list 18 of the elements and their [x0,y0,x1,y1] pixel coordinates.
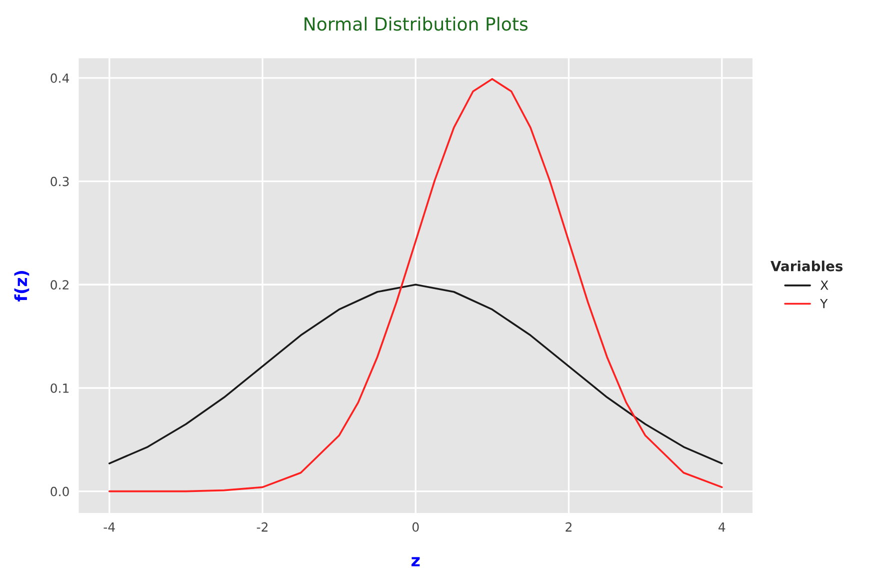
y-tick-label: 0.2 [50,280,68,290]
x-axis-title: z [412,557,420,566]
legend-label: Y [820,299,828,308]
legend-label: X [820,280,828,290]
x-tick-label: 2 [566,522,572,532]
y-tick-label: 0.0 [50,486,69,496]
chart-title: Normal Distribution Plots [304,16,528,31]
x-tick-label: 0 [412,522,419,532]
line-series [108,284,723,464]
y-tick-label: 0.3 [50,176,69,186]
x-tick-label: -2 [256,522,268,532]
legend-title: Variables [770,260,843,272]
x-tick-label: -4 [104,522,115,532]
y-axis-title: f(z) [14,271,30,302]
y-tick-label: 0.1 [50,383,69,393]
x-tick-label: 4 [718,522,726,532]
line-series [108,78,723,492]
y-tick-label: 0.4 [50,73,70,83]
